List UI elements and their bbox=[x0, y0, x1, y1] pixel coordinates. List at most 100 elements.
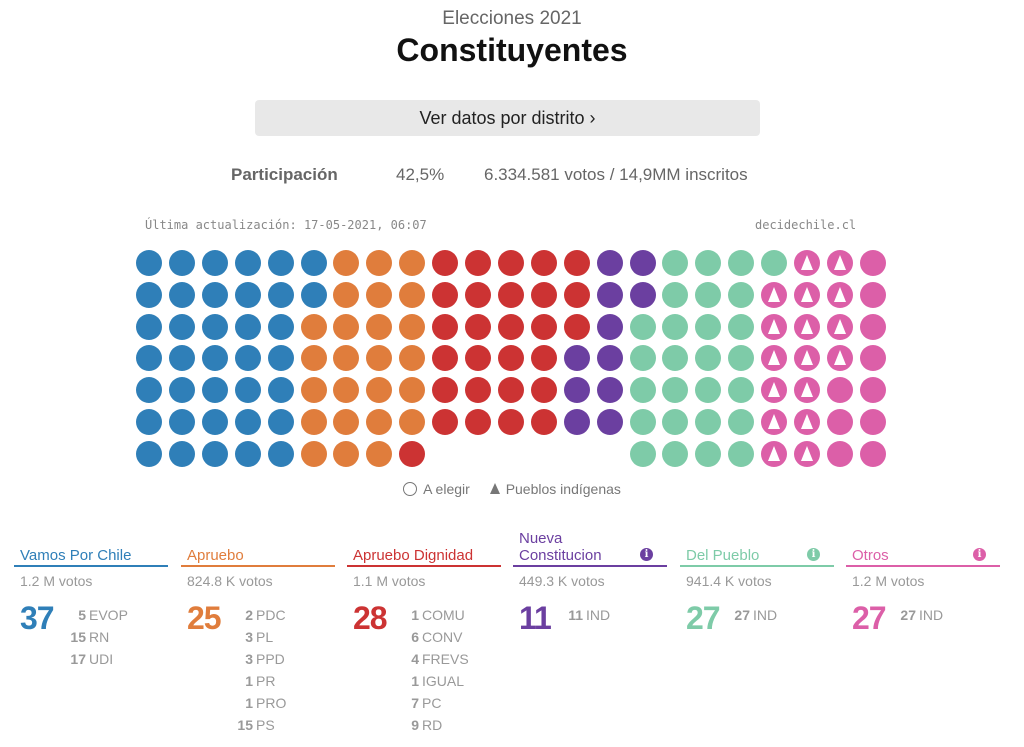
participation-label: Participación bbox=[231, 165, 338, 184]
source-link[interactable]: decidechile.cl bbox=[755, 218, 857, 232]
seat bbox=[201, 440, 228, 467]
seat bbox=[136, 377, 162, 404]
pact-seat-count: 37 bbox=[20, 600, 55, 636]
seat bbox=[399, 281, 426, 308]
party-name: EVOP bbox=[89, 607, 128, 623]
party-seats: 3 bbox=[245, 629, 253, 645]
info-icon[interactable]: i bbox=[807, 548, 820, 561]
seat bbox=[596, 377, 623, 404]
party-seats: 27 bbox=[900, 607, 916, 623]
seat bbox=[333, 313, 360, 340]
seat bbox=[497, 313, 524, 340]
pact-votes: 1.1 M votos bbox=[353, 573, 426, 589]
seat bbox=[497, 409, 524, 435]
seat bbox=[136, 440, 162, 467]
seat bbox=[859, 313, 886, 340]
seat bbox=[432, 409, 459, 435]
seat bbox=[794, 313, 820, 340]
pact-seat-count: 28 bbox=[353, 600, 388, 636]
info-icon[interactable]: i bbox=[973, 548, 986, 561]
seat bbox=[826, 440, 853, 467]
seat bbox=[563, 345, 590, 372]
view-by-district-button[interactable]: Ver datos por distrito › bbox=[255, 100, 760, 136]
seat bbox=[399, 409, 426, 435]
pact-votes: 1.2 M votos bbox=[852, 573, 925, 589]
seat bbox=[859, 345, 886, 372]
party-breakdown: 27 IND bbox=[730, 604, 777, 626]
seat bbox=[333, 250, 360, 276]
seat bbox=[201, 250, 228, 276]
seat bbox=[794, 377, 820, 404]
pact-votes: 941.4 K votos bbox=[686, 573, 772, 589]
party-name: IND bbox=[753, 607, 778, 623]
seat bbox=[267, 313, 294, 340]
seat bbox=[465, 377, 491, 404]
party-seats: 7 bbox=[411, 695, 419, 711]
seat bbox=[366, 281, 393, 308]
participation-detail: 6.334.581 votos / 14,9MM inscritos bbox=[484, 165, 748, 184]
seat bbox=[333, 440, 360, 467]
indigenous-triangle-icon bbox=[833, 286, 846, 302]
seat bbox=[629, 345, 656, 372]
party-name: RN bbox=[89, 629, 110, 645]
seat bbox=[826, 377, 853, 404]
party-seats: 15 bbox=[237, 717, 253, 733]
pact-seat-count: 11 bbox=[519, 600, 552, 636]
seat bbox=[563, 281, 590, 308]
seat bbox=[662, 345, 689, 372]
legend-indigenous: Pueblos indígenas bbox=[505, 481, 621, 497]
seat bbox=[728, 250, 755, 276]
seat bbox=[728, 440, 755, 467]
seat bbox=[136, 250, 162, 276]
seat bbox=[695, 250, 722, 276]
seat bbox=[267, 281, 294, 308]
seat bbox=[794, 409, 820, 435]
seat bbox=[629, 440, 656, 467]
seat bbox=[201, 345, 228, 372]
seat bbox=[761, 250, 788, 276]
seat bbox=[662, 281, 689, 308]
seat bbox=[563, 313, 590, 340]
seat bbox=[761, 440, 788, 467]
party-name: COMU bbox=[422, 607, 465, 623]
indigenous-triangle-icon bbox=[801, 286, 813, 302]
seat bbox=[596, 345, 623, 372]
party-row: 15 RN bbox=[66, 626, 128, 648]
party-row: 6 CONV bbox=[399, 626, 469, 648]
seat bbox=[497, 345, 524, 372]
seat bbox=[662, 313, 689, 340]
seat bbox=[662, 377, 689, 404]
seat bbox=[201, 377, 228, 404]
pact-seat-count: 27 bbox=[852, 600, 887, 636]
seat bbox=[662, 250, 689, 276]
seat bbox=[794, 440, 820, 467]
pact-card: Apruebo 824.8 K votos 25 2 PDC 3 PL 3 PPD 1 PR 1… bbox=[181, 530, 335, 733]
seat bbox=[136, 313, 162, 340]
info-icon[interactable]: i bbox=[640, 548, 653, 561]
seat bbox=[497, 377, 524, 404]
indigenous-triangle-icon bbox=[768, 414, 781, 429]
party-row: 9 RD bbox=[399, 714, 469, 736]
pact-name: Vamos Por Chile bbox=[20, 547, 132, 564]
party-seats: 6 bbox=[411, 629, 419, 645]
indigenous-triangle-icon bbox=[833, 255, 846, 270]
seat bbox=[201, 281, 228, 308]
seat bbox=[695, 345, 722, 372]
party-name: PL bbox=[256, 629, 274, 645]
indigenous-triangle-icon bbox=[801, 445, 813, 461]
pact-header: Apruebo bbox=[181, 530, 335, 567]
pact-name: Apruebo bbox=[187, 547, 244, 564]
seat bbox=[530, 313, 557, 340]
seat bbox=[530, 409, 557, 435]
party-row: 4 FREVS bbox=[399, 648, 468, 670]
seat bbox=[596, 313, 623, 340]
seat bbox=[695, 313, 722, 340]
seat bbox=[465, 250, 491, 276]
pact-name: Otros bbox=[852, 547, 889, 564]
seat bbox=[465, 281, 491, 308]
seat bbox=[300, 250, 327, 276]
party-breakdown: 1 COMU 6 CONV 4 FREVS 1 IGUAL 7 PC 9 RD bbox=[399, 604, 469, 736]
seat bbox=[761, 345, 788, 372]
pact-card: Apruebo Dignidad 1.1 M votos 28 1 COMU 6 CO… bbox=[347, 530, 501, 733]
pact-votes: 1.2 M votos bbox=[20, 573, 93, 589]
